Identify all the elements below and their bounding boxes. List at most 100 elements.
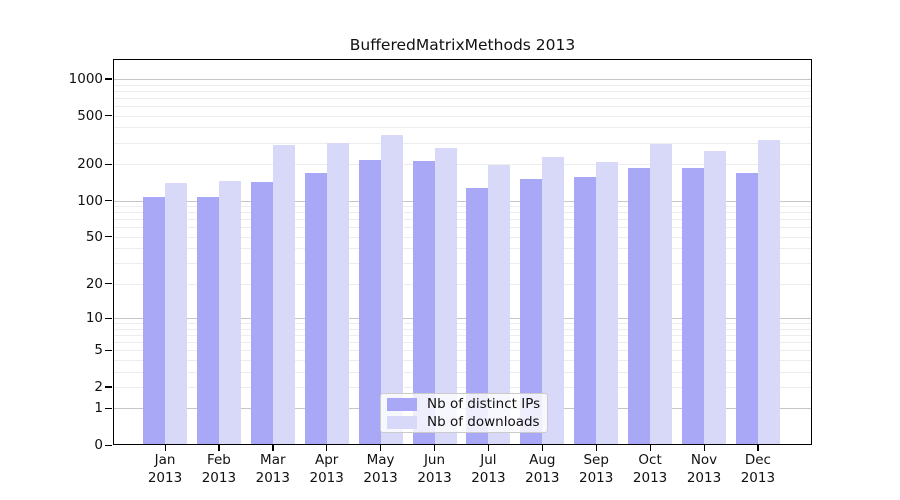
minor-gridline (113, 334, 812, 336)
bar-downloads-jul (488, 165, 511, 445)
bar-downloads-jan (165, 182, 187, 445)
bar-distinct-ips-sep (574, 177, 597, 445)
legend-swatch-distinct-ips-icon (387, 397, 417, 411)
y-tick-mark (105, 200, 112, 202)
x-tick-label: Feb 2013 (201, 452, 237, 486)
x-tick-mark (218, 445, 220, 451)
y-tick-label: 1 (94, 400, 103, 417)
x-tick-mark (164, 445, 166, 451)
legend: Nb of distinct IPs Nb of downloads (380, 393, 548, 433)
minor-gridline (113, 212, 812, 214)
bar-distinct-ips-nov (682, 168, 704, 445)
bar-distinct-ips-jan (143, 196, 165, 445)
x-tick-label: Apr 2013 (309, 452, 344, 486)
minor-gridline (113, 236, 812, 238)
minor-gridline (113, 323, 812, 324)
bar-distinct-ips-aug (520, 178, 543, 445)
bar-downloads-dec (757, 139, 780, 445)
x-tick-label: Dec 2013 (740, 452, 776, 486)
y-tick-label: 500 (77, 107, 103, 124)
y-tick-mark (105, 349, 112, 351)
major-gridline (113, 318, 812, 319)
x-tick-label: Sep 2013 (579, 452, 614, 486)
x-tick-mark (649, 445, 651, 451)
x-tick-mark (487, 445, 490, 451)
x-tick-label: Mar 2013 (255, 452, 290, 486)
x-tick-label: Jan 2013 (147, 452, 183, 486)
y-tick-mark (105, 444, 112, 446)
minor-gridline (113, 142, 812, 144)
plot-area (113, 59, 812, 445)
y-tick-label: 50 (85, 228, 103, 245)
y-tick-label: 200 (77, 156, 103, 172)
x-tick-mark (703, 445, 705, 451)
y-tick-label: 0 (94, 437, 103, 453)
minor-gridline (113, 263, 812, 265)
x-tick-mark (326, 445, 328, 451)
bar-distinct-ips-may (358, 160, 381, 445)
x-tick-label: Jul 2013 (471, 452, 506, 486)
y-tick-label: 2 (94, 378, 103, 395)
bar-distinct-ips-dec (735, 173, 758, 445)
y-tick-mark (105, 236, 112, 238)
major-gridline (113, 200, 812, 202)
minor-gridline (113, 359, 812, 361)
chart-title: BufferedMatrixMethods 2013 (349, 36, 576, 54)
bar-downloads-mar (272, 145, 295, 445)
minor-gridline (113, 90, 812, 92)
y-tick-mark (105, 78, 112, 80)
bar-distinct-ips-jul (466, 187, 489, 445)
minor-gridline (113, 227, 812, 229)
minor-gridline (113, 386, 812, 388)
minor-gridline (113, 115, 812, 117)
bar-distinct-ips-feb (196, 196, 219, 445)
x-tick-mark (541, 445, 544, 451)
minor-gridline (113, 164, 812, 165)
y-tick-label: 100 (77, 192, 103, 209)
x-tick-label: May 2013 (363, 452, 398, 486)
bar-distinct-ips-mar (250, 182, 273, 445)
bar-distinct-ips-oct (628, 168, 651, 445)
bar-downloads-aug (542, 157, 565, 445)
y-tick-mark (105, 407, 112, 410)
minor-gridline (113, 248, 812, 250)
bar-downloads-apr (326, 143, 349, 445)
minor-gridline (113, 341, 812, 343)
x-tick-mark (595, 445, 597, 451)
minor-gridline (113, 219, 812, 221)
minor-gridline (113, 84, 812, 86)
bar-distinct-ips-apr (304, 172, 327, 445)
legend-item-downloads: Nb of downloads (387, 415, 547, 429)
bar-downloads-sep (596, 161, 619, 445)
x-tick-label: Nov 2013 (686, 452, 722, 486)
y-tick-mark (105, 386, 112, 388)
bar-downloads-jun (434, 147, 457, 445)
y-tick-label: 1000 (68, 70, 103, 87)
y-tick-mark (105, 317, 112, 319)
legend-item-distinct-ips: Nb of distinct IPs (387, 397, 547, 411)
bar-downloads-feb (218, 180, 241, 445)
minor-gridline (113, 206, 812, 207)
y-tick-label: 5 (94, 342, 103, 359)
minor-gridline (113, 283, 812, 285)
bar-downloads-oct (650, 144, 673, 445)
major-gridline (113, 78, 812, 80)
x-tick-label: Oct 2013 (632, 452, 668, 486)
x-tick-mark (434, 445, 436, 451)
x-tick-mark (380, 445, 382, 451)
minor-gridline (113, 97, 812, 99)
minor-gridline (113, 127, 812, 129)
bar-downloads-nov (704, 151, 726, 445)
legend-swatch-downloads-icon (387, 415, 417, 429)
y-tick-mark (105, 283, 112, 285)
x-tick-mark (757, 445, 759, 451)
minor-gridline (113, 350, 812, 352)
legend-label-distinct-ips: Nb of distinct IPs (427, 396, 541, 412)
x-tick-label: Aug 2013 (525, 452, 560, 486)
minor-gridline (113, 328, 812, 330)
minor-gridline (113, 371, 812, 373)
x-tick-mark (272, 445, 274, 451)
y-tick-mark (105, 163, 112, 165)
legend-label-downloads: Nb of downloads (427, 414, 540, 430)
